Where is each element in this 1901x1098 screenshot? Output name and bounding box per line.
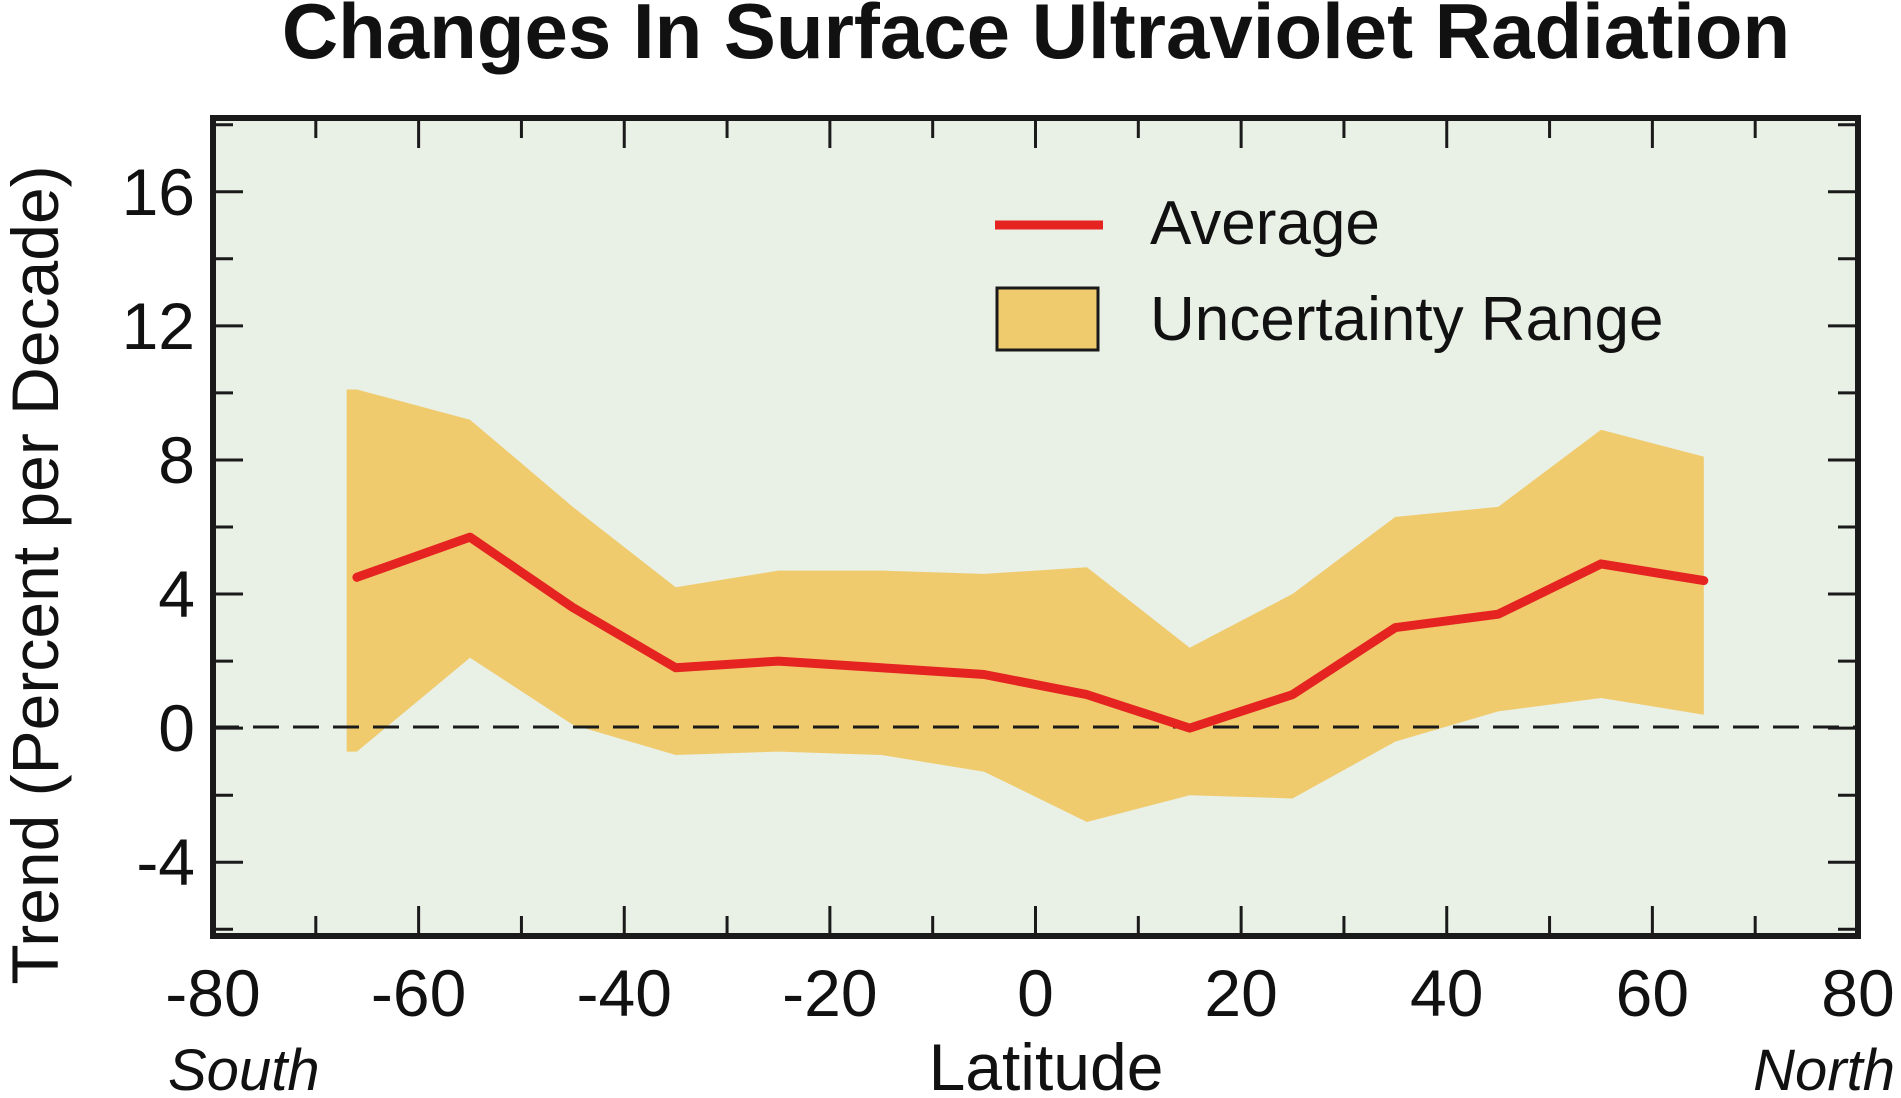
average-point [356, 576, 358, 578]
average-line-layer [352, 532, 1709, 733]
plot-frame [210, 115, 1861, 939]
y-tick-label: 16 [122, 155, 195, 229]
average-line [352, 532, 1709, 733]
x-tick-label: 60 [1616, 956, 1689, 1030]
x-tick-labels: -80 -60 -40 -20 0 20 40 60 80 [165, 956, 1894, 1030]
x-tick-label: 80 [1821, 956, 1894, 1030]
x-tick-label: -80 [165, 956, 260, 1030]
north-label: North [1753, 1038, 1895, 1098]
x-tick-label: 40 [1410, 956, 1483, 1030]
y-tick-label: -4 [136, 825, 195, 899]
y-axis-label: Trend (Percent per Decade) [0, 165, 72, 984]
y-tick-label: 4 [158, 557, 195, 631]
average-point [983, 674, 985, 675]
x-tick-label: -60 [371, 956, 466, 1030]
average-point [1600, 563, 1602, 565]
uncertainty-band-layer [346, 389, 1704, 822]
average-point [572, 607, 574, 608]
legend-uncertainty-swatch [995, 286, 1100, 352]
x-tick-label: -20 [782, 956, 877, 1030]
average-point [1292, 694, 1293, 696]
x-tick-label: 20 [1204, 956, 1277, 1030]
average-point [469, 536, 471, 538]
y-tick-label: 12 [122, 289, 195, 363]
uncertainty-band [346, 389, 1704, 822]
average-point [778, 660, 779, 662]
average-point [1394, 627, 1396, 629]
average-point [1497, 613, 1499, 615]
south-label: South [168, 1038, 320, 1098]
x-tick-label: -40 [577, 956, 672, 1030]
average-point [1189, 727, 1191, 729]
legend-uncertainty-label: Uncertainty Range [1150, 285, 1664, 354]
y-tick-label: 0 [158, 691, 195, 765]
average-point [1086, 694, 1088, 696]
average-point [1703, 580, 1705, 582]
legend: Average Uncertainty Range [995, 189, 1664, 354]
average-point [880, 667, 882, 669]
chart-title: Changes In Surface Ultraviolet Radiation [282, 0, 1790, 75]
y-tick-label: 8 [158, 423, 195, 497]
legend-average-label: Average [1150, 189, 1380, 258]
average-point [675, 667, 677, 669]
x-axis-label: Latitude [929, 1030, 1164, 1098]
y-tick-labels: 16 12 8 4 0 -4 [122, 155, 195, 899]
x-tick-label: 0 [1017, 956, 1054, 1030]
